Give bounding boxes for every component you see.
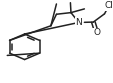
Text: O: O: [92, 28, 99, 37]
Text: Cl: Cl: [104, 1, 112, 10]
Text: N: N: [75, 18, 81, 27]
